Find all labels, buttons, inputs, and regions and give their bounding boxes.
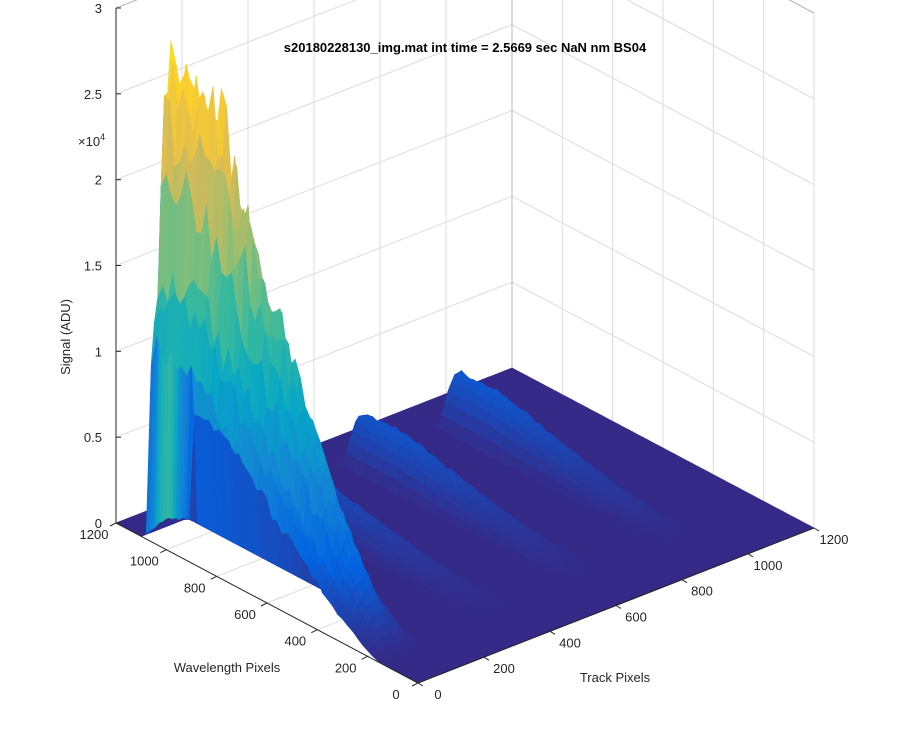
grid-line — [626, 0, 815, 100]
axes-box — [115, 0, 815, 368]
grid-line — [511, 24, 815, 186]
grid-line — [511, 195, 815, 357]
grid-line — [511, 281, 815, 443]
grid-line — [115, 0, 358, 95]
surface — [115, 40, 815, 684]
grid-line — [511, 110, 815, 271]
